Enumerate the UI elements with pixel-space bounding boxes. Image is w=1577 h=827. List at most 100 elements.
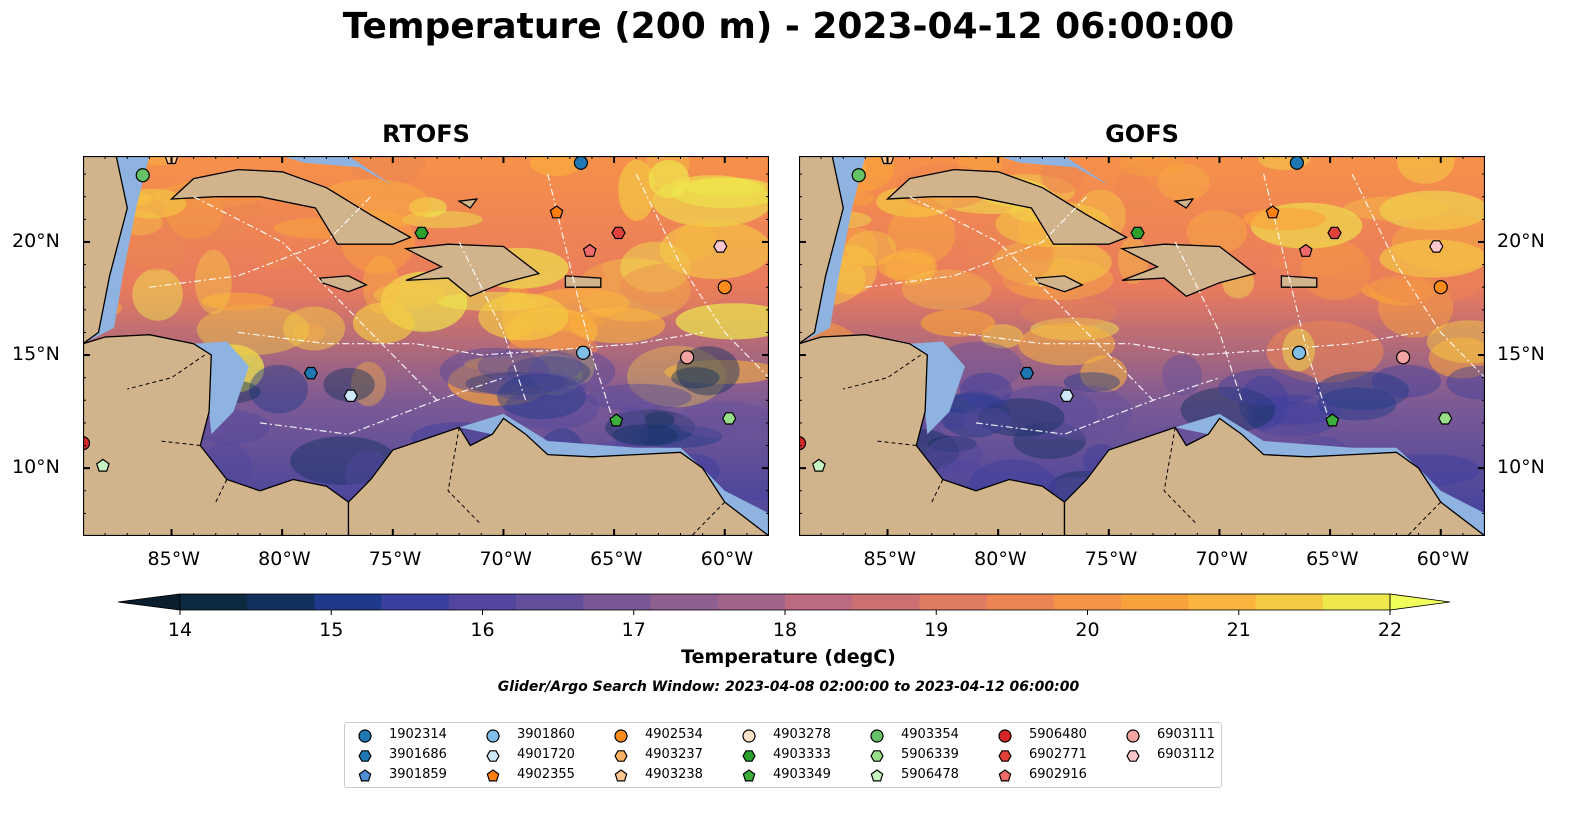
float-6902771: [611, 226, 626, 240]
legend-label: 3901859: [389, 767, 447, 782]
float-5906478: [95, 458, 110, 472]
legend-label: 5906478: [901, 767, 959, 782]
float-6903111: [1396, 350, 1411, 365]
float-4901720: [343, 389, 358, 402]
legend-marker: [486, 729, 500, 743]
legend-label: 6903111: [1157, 727, 1215, 742]
figure-title: Temperature (200 m) - 2023-04-12 06:00:0…: [342, 6, 1235, 47]
float-4903333: [1130, 226, 1145, 240]
float-1902314: [573, 156, 589, 170]
colorbar-segment: [785, 594, 853, 610]
float-1902314: [1289, 156, 1305, 170]
float-4903333: [414, 226, 429, 240]
legend-label: 6902771: [1029, 747, 1087, 762]
lon-tick-label: 75°W: [368, 548, 422, 570]
legend-marker: [870, 769, 884, 782]
float-4902355: [1265, 205, 1280, 219]
legend-marker: [998, 729, 1012, 743]
legend-label: 1902314: [389, 727, 447, 742]
lon-tick-label: 85°W: [863, 548, 916, 570]
panel-title-rtofs: RTOFS: [382, 120, 470, 148]
legend-label: 4902534: [645, 727, 703, 742]
legend-marker: [742, 769, 756, 782]
colorbar-segment: [1255, 594, 1324, 610]
float-4903349: [609, 413, 624, 427]
legend-marker: [998, 750, 1012, 762]
colorbar-segment: [1322, 594, 1391, 610]
legend-marker: [614, 729, 628, 743]
map-panel-gofs: [799, 156, 1485, 536]
legend-label: 4903354: [901, 727, 959, 742]
legend-marker: [1126, 750, 1140, 762]
lon-tick-label: 65°W: [1306, 548, 1359, 570]
legend-label: 4903238: [645, 767, 703, 782]
lon-tick-label: 80°W: [258, 548, 311, 570]
legend-marker: [614, 769, 628, 782]
colorbar-segment: [381, 594, 450, 610]
float-6902771: [1327, 226, 1342, 240]
colorbar-segment: [583, 594, 652, 610]
colorbar-segment: [516, 594, 584, 610]
float-6903111: [680, 350, 695, 365]
legend-marker: [358, 769, 372, 782]
colorbar-segment: [314, 594, 383, 610]
float-5906339: [722, 412, 737, 425]
float-4903349: [1325, 413, 1340, 427]
float-5906339: [1438, 412, 1453, 425]
lon-tick-label: 60°W: [1416, 548, 1470, 570]
colorbar-segment: [1121, 594, 1189, 610]
colorbar-max-extend: [1389, 593, 1451, 611]
legend-label: 5906480: [1029, 727, 1087, 742]
legend-marker: [742, 729, 756, 743]
lon-tick-label: 75°W: [1084, 548, 1138, 570]
legend-label: 6902916: [1029, 767, 1087, 782]
lon-tick-label: 80°W: [974, 548, 1027, 570]
lon-tick-label: 70°W: [1195, 548, 1248, 570]
colorbar-tick-label: 19: [924, 619, 948, 641]
float-4902534: [1433, 280, 1448, 295]
legend-label: 4903237: [645, 747, 703, 762]
colorbar-tick-label: 21: [1227, 619, 1251, 641]
float-6903112: [1429, 240, 1444, 253]
legend-label: 4903333: [773, 747, 831, 762]
float-6903112: [713, 240, 728, 253]
lon-tick-label: 85°W: [147, 548, 200, 570]
colorbar-segment: [986, 594, 1055, 610]
float-4903354: [135, 168, 150, 183]
float-3901860: [1292, 345, 1307, 360]
legend-label: 6903112: [1157, 747, 1215, 762]
search-window-caption: Glider/Argo Search Window: 2023-04-08 02…: [497, 679, 1080, 695]
float-5906480: [83, 436, 91, 451]
legend-marker: [358, 750, 372, 762]
legend-marker: [486, 769, 500, 782]
legend-label: 4903278: [773, 727, 831, 742]
legend-marker: [486, 750, 500, 762]
legend-marker: [998, 769, 1012, 782]
lat-tick-label: 20°N: [12, 229, 60, 252]
colorbar-tick-label: 15: [319, 619, 343, 641]
lon-tick-label: 60°W: [700, 548, 754, 570]
legend-marker: [870, 729, 884, 743]
lat-tick-label: 10°N: [1497, 456, 1545, 479]
legend-label: 4901720: [517, 747, 575, 762]
lat-tick-label: 20°N: [1497, 229, 1545, 252]
colorbar-tick-label: 16: [470, 619, 494, 641]
legend-marker: [870, 750, 884, 762]
lon-tick-label: 65°W: [590, 548, 643, 570]
float-4901720: [1059, 389, 1074, 402]
colorbar-segment: [852, 594, 920, 610]
colorbar-tick-label: 20: [1075, 619, 1099, 641]
float-6902916: [1298, 243, 1313, 257]
float-4903354: [851, 168, 866, 183]
colorbar: 14 15 16 17 18 19 20 21 22: [117, 593, 1451, 641]
colorbar-segment: [448, 594, 517, 610]
colorbar-segment: [180, 594, 248, 610]
colorbar-segment: [919, 594, 988, 610]
lat-tick-label: 15°N: [12, 343, 60, 366]
float-legend: 1902314 3901686 3901859 3901860 4901720 49023…: [344, 722, 1222, 788]
colorbar-segment: [650, 594, 719, 610]
legend-label: 3901686: [389, 747, 447, 762]
colorbar-segment: [1188, 594, 1257, 610]
colorbar-min-extend: [117, 593, 181, 611]
float-3901686: [303, 366, 319, 380]
